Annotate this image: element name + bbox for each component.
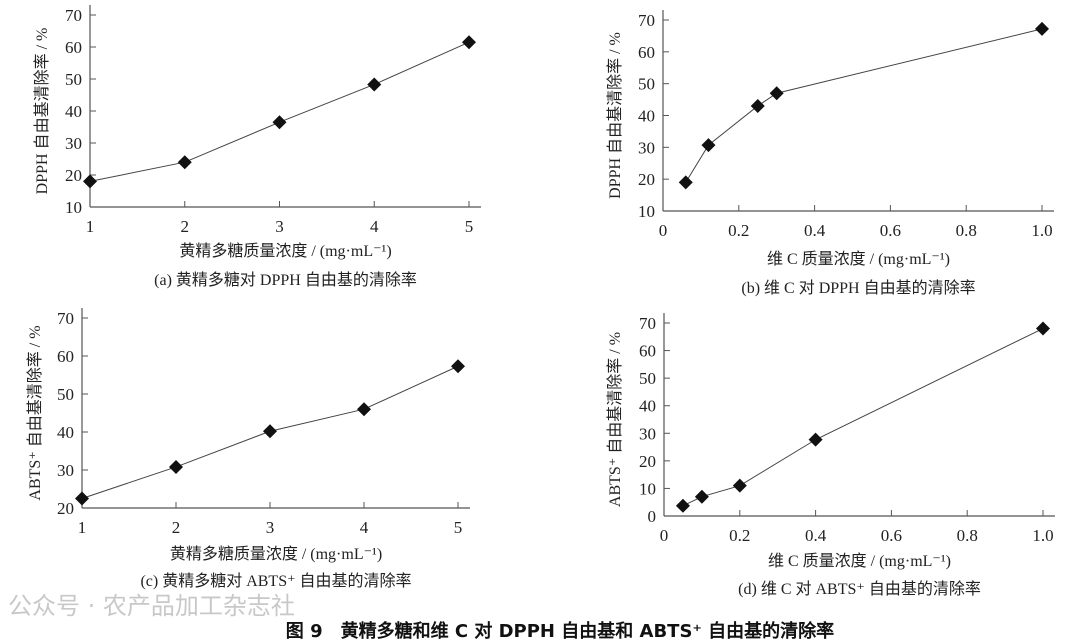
y-tick-label: 50 [65, 70, 82, 89]
y-axis-label: DPPH 自由基清除率 / % [33, 28, 51, 195]
y-tick-label: 40 [638, 107, 655, 126]
data-point [263, 424, 277, 439]
x-tick-label: 1 [86, 217, 95, 236]
data-point [1036, 321, 1050, 336]
data-point [769, 86, 784, 101]
y-tick-label: 20 [65, 166, 82, 185]
y-tick-label: 20 [57, 499, 74, 518]
data-point [750, 98, 765, 113]
x-tick-label: 3 [275, 217, 284, 236]
y-tick-label: 40 [65, 102, 82, 121]
data-point [462, 35, 476, 50]
panel-d: 0 0.2 0.4 0.6 0.8 1.0 0 10 20 30 40 50 60 70 维 C 质量浓度 … [606, 313, 1055, 598]
y-tick-label: 30 [65, 134, 82, 153]
data-point [701, 138, 716, 153]
x-axis-label: 黄精多糖质量浓度 / (mg·mL⁻¹) [179, 242, 391, 260]
data-point [694, 489, 709, 504]
y-tick-label: 40 [57, 423, 74, 442]
x-tick-label: 0.6 [881, 526, 902, 545]
x-tick-label: 4 [360, 518, 369, 537]
y-tick-label: 70 [638, 11, 655, 30]
x-tick-label: 4 [370, 217, 379, 236]
panel-caption: (d) 维 C 对 ABTS⁺ 自由基的清除率 [738, 580, 981, 598]
data-point [272, 115, 287, 130]
panel-c: 1 2 3 4 5 20 30 40 50 60 70 黄精多糖质量浓度 / (mg·mL⁻¹) ABT… [26, 308, 470, 590]
y-tick-label: 10 [65, 198, 82, 217]
x-tick-label: 0.8 [956, 221, 977, 240]
y-tick-label: 20 [639, 452, 656, 471]
y-tick-label: 30 [57, 461, 74, 480]
x-tick-label: 0.2 [729, 526, 750, 545]
x-tick-label: 2 [172, 518, 181, 537]
x-tick-label: 0.8 [957, 526, 978, 545]
data-point [451, 359, 465, 374]
data-point [1035, 21, 1049, 36]
panel-a: 1 2 3 4 5 10 20 30 40 50 60 70 黄精多糖质量浓度 / (mg·mL⁻¹) D… [33, 5, 481, 289]
x-tick-label: 0.4 [804, 221, 826, 240]
y-axis-label: ABTS⁺ 自由基清除率 / % [26, 325, 44, 500]
y-tick-label: 50 [57, 385, 74, 404]
y-tick-label: 70 [639, 314, 656, 333]
x-tick-label: 0.6 [880, 221, 901, 240]
data-point [169, 459, 183, 474]
y-tick-label: 20 [638, 170, 655, 189]
x-axis-label: 黄精多糖质量浓度 / (mg·mL⁻¹) [170, 545, 382, 563]
data-point [177, 155, 192, 170]
y-tick-label: 70 [65, 6, 82, 25]
y-tick-label: 50 [639, 369, 656, 388]
watermark: 公众号 · 农产品加工杂志社 [8, 592, 295, 620]
data-point [732, 478, 747, 493]
x-tick-label: 0 [660, 526, 669, 545]
y-tick-label: 50 [638, 75, 655, 94]
y-tick-label: 10 [638, 202, 655, 221]
y-tick-label: 30 [638, 138, 655, 157]
y-tick-label: 60 [65, 38, 82, 57]
x-tick-label: 5 [454, 518, 463, 537]
panel-caption: (c) 黄精多糖对 ABTS⁺ 自由基的清除率 [140, 572, 411, 590]
series-line [685, 28, 1043, 183]
x-axis-label: 维 C 质量浓度 / (mg·mL⁻¹) [768, 552, 951, 570]
x-tick-label: 2 [181, 217, 190, 236]
x-tick-label: 3 [266, 518, 275, 537]
y-axis-label: ABTS⁺ 自由基清除率 / % [606, 332, 624, 507]
x-tick-label: 5 [465, 217, 474, 236]
series-line [89, 41, 470, 182]
x-tick-label: 1.0 [1031, 221, 1052, 240]
panel-caption: (b) 维 C 对 DPPH 自由基的清除率 [741, 279, 975, 297]
panel-caption: (a) 黄精多糖对 DPPH 自由基的清除率 [154, 271, 417, 289]
data-point [808, 432, 823, 447]
x-tick-label: 1.0 [1032, 526, 1053, 545]
data-point [83, 174, 97, 189]
y-tick-label: 10 [639, 479, 656, 498]
data-point [75, 491, 89, 506]
y-axis-label: DPPH 自由基清除率 / % [606, 32, 624, 199]
y-tick-label: 30 [639, 424, 656, 443]
data-point [675, 498, 690, 513]
data-point [357, 402, 371, 417]
y-tick-label: 0 [648, 507, 657, 526]
y-tick-label: 70 [57, 309, 74, 328]
figure-caption: 图 9 黄精多糖和维 C 对 DPPH 自由基和 ABTS⁺ 自由基的清除率 [286, 620, 834, 642]
y-tick-label: 60 [639, 342, 656, 361]
series-line [682, 328, 1044, 507]
x-axis-label: 维 C 质量浓度 / (mg·mL⁻¹) [767, 250, 950, 268]
panel-b: 0 0.2 0.4 0.6 0.8 1.0 10 20 30 40 50 60 70 维 C 质量浓度 /… [606, 10, 1054, 297]
x-tick-label: 0.2 [728, 221, 749, 240]
x-tick-label: 0.4 [805, 526, 827, 545]
y-tick-label: 60 [638, 43, 655, 62]
y-tick-label: 40 [639, 397, 656, 416]
data-point [367, 77, 382, 92]
x-tick-label: 0 [659, 221, 668, 240]
x-tick-label: 1 [78, 518, 87, 537]
y-tick-label: 60 [57, 347, 74, 366]
data-point [678, 175, 693, 190]
